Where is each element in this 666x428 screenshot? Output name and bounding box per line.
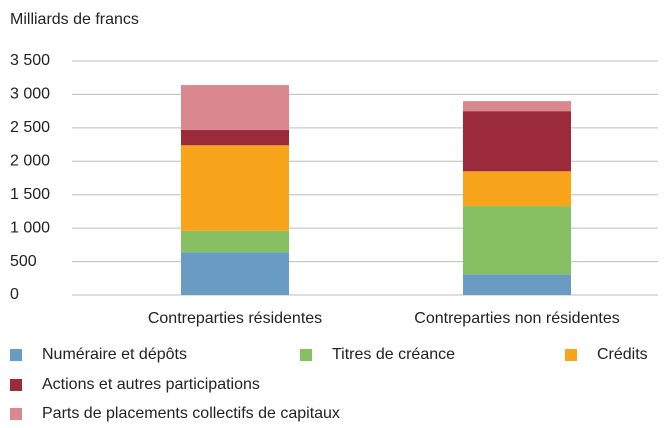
y-tick-label: 3 500 — [10, 52, 50, 69]
y-tick-label: 2 500 — [10, 119, 50, 136]
legend-label: Parts de placements collectifs de capita… — [42, 405, 340, 422]
bar-segment — [181, 85, 289, 130]
legend-swatch — [300, 349, 312, 361]
bar-segment — [463, 111, 571, 172]
y-tick-label: 1 500 — [10, 186, 50, 203]
bar-segment — [181, 230, 289, 253]
legend-swatch — [565, 349, 577, 361]
bar-segment — [463, 171, 571, 207]
legend-label: Actions et autres participations — [42, 376, 260, 393]
bar-segment — [463, 101, 571, 112]
legend-label: Numéraire et dépôts — [42, 346, 187, 363]
legend-swatch — [10, 349, 22, 361]
y-tick-label: 2 000 — [10, 153, 50, 170]
axis-unit: Milliards de francs — [10, 11, 139, 28]
legend-swatch — [10, 408, 22, 420]
y-tick-label: 3 000 — [10, 86, 50, 103]
bar-segment — [181, 252, 289, 295]
x-tick-label: Contreparties résidentes — [148, 310, 322, 327]
legend-swatch — [10, 379, 22, 391]
bar-segment — [181, 145, 289, 231]
legend-label: Crédits — [597, 346, 648, 363]
legend-label: Titres de créance — [332, 346, 455, 363]
x-tick-label: Contreparties non résidentes — [414, 310, 619, 327]
bar-segment — [463, 274, 571, 295]
y-tick-label: 1 000 — [10, 219, 50, 236]
y-tick-label: 500 — [10, 253, 37, 270]
bar-segment — [463, 206, 571, 275]
y-tick-label: 0 — [10, 286, 19, 303]
bar-segment — [181, 129, 289, 146]
